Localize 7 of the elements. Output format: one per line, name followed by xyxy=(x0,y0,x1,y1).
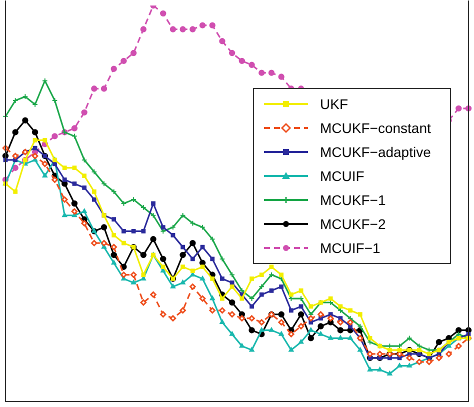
legend-label: MCUKF−adaptive xyxy=(320,144,431,160)
legend-label: MCUIF−1 xyxy=(320,240,380,256)
legend-label: MCUKF−2 xyxy=(320,216,386,232)
legend-label: MCUKF−constant xyxy=(320,120,431,136)
legend-label: UKF xyxy=(320,96,348,112)
legend-label: MCUKF−1 xyxy=(320,192,386,208)
legend-label: MCUIF xyxy=(320,168,364,184)
